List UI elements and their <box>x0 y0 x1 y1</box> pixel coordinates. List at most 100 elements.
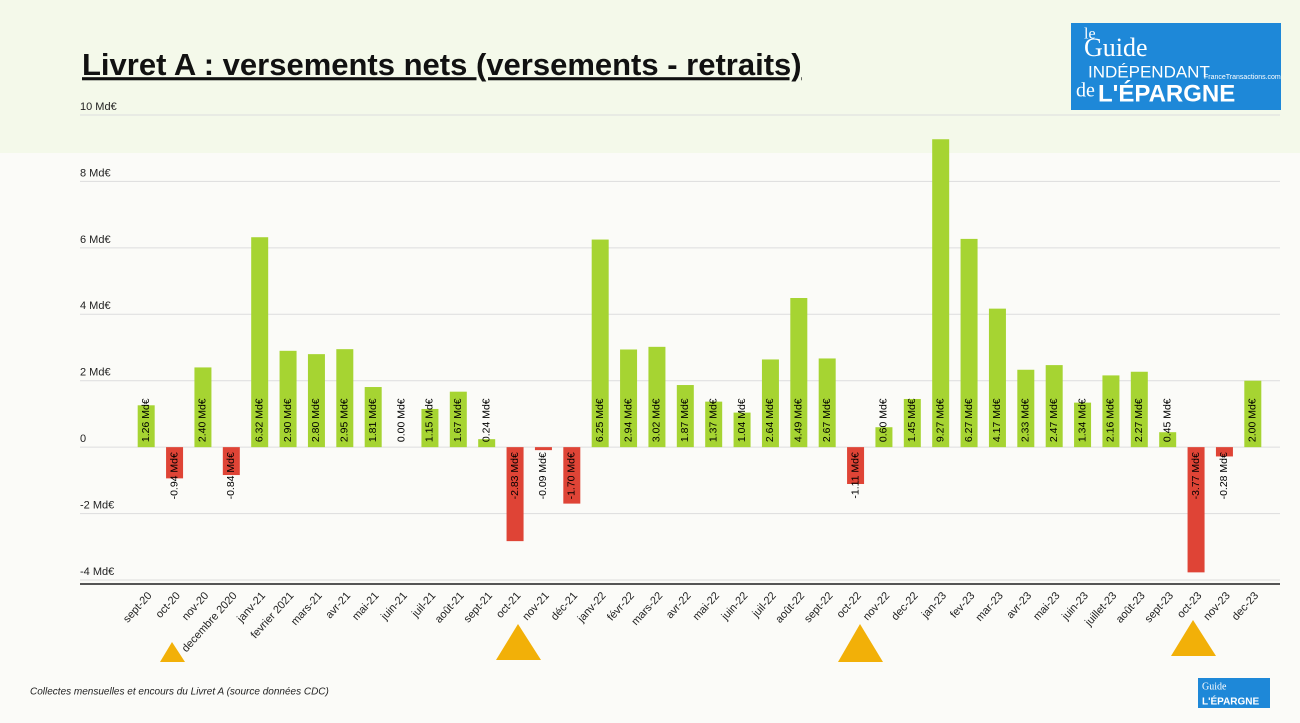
y-tick-label: 0 <box>80 433 86 445</box>
bar <box>336 349 354 448</box>
value-label: 1.34 Md€ <box>1076 398 1088 442</box>
value-label: 1.67 Md€ <box>452 398 464 442</box>
bar <box>251 237 269 448</box>
value-label: 2.95 Md€ <box>339 398 351 442</box>
value-label: 3.02 Md€ <box>651 398 663 442</box>
bar <box>1159 432 1177 448</box>
logo-bg <box>1198 678 1270 708</box>
bar <box>1074 402 1092 448</box>
bar <box>194 367 212 448</box>
logo-text: de <box>1076 80 1095 102</box>
bar <box>563 447 581 504</box>
bar <box>449 391 467 448</box>
value-label: 6.25 Md€ <box>594 398 606 442</box>
value-label: 1.45 Md€ <box>906 398 918 442</box>
y-tick-label: 6 Md€ <box>80 234 111 246</box>
value-label: 2.16 Md€ <box>1105 398 1117 442</box>
footnote: Collectes mensuelles et encours du Livre… <box>30 687 329 698</box>
bar <box>1215 447 1233 457</box>
logo-bg <box>1071 23 1281 110</box>
y-tick-label: -4 Md€ <box>80 566 114 578</box>
value-label: -0.94 Md€ <box>168 452 180 499</box>
bar <box>790 298 808 448</box>
bar <box>1045 365 1063 448</box>
bar <box>364 387 382 448</box>
bar <box>761 359 779 448</box>
bar <box>506 447 524 542</box>
logo-text: L'ÉPARGNE <box>1098 79 1235 107</box>
value-label: 6.27 Md€ <box>963 398 975 442</box>
y-tick-label: 2 Md€ <box>80 367 111 379</box>
y-tick-label: 8 Md€ <box>80 167 111 179</box>
bar <box>166 447 184 479</box>
bar <box>847 447 865 485</box>
logo-text: FranceTransactions.com <box>1204 74 1281 81</box>
y-tick-label: -2 Md€ <box>80 499 114 511</box>
value-label: 2.33 Md€ <box>1020 398 1032 442</box>
value-label: -0.28 Md€ <box>1218 452 1230 499</box>
value-label: -2.83 Md€ <box>509 452 521 499</box>
logo-text: le <box>1084 26 1096 43</box>
value-label: 0.24 Md€ <box>480 398 492 442</box>
value-label: 2.64 Md€ <box>764 398 776 442</box>
value-label: 6.32 Md€ <box>253 398 265 442</box>
value-label: 0.45 Md€ <box>1161 398 1173 442</box>
bar <box>1102 375 1120 448</box>
value-label: 2.90 Md€ <box>282 398 294 442</box>
value-label: 1.26 Md€ <box>140 398 152 442</box>
bar <box>932 139 950 448</box>
bar <box>620 349 638 448</box>
bar <box>818 358 836 448</box>
bar <box>705 401 723 448</box>
value-label: 2.94 Md€ <box>622 398 634 442</box>
bar <box>222 447 240 476</box>
logo-text: Guide <box>1202 681 1227 692</box>
value-label: 4.49 Md€ <box>793 398 805 442</box>
logo-small: Guide L'ÉPARGNE <box>1198 678 1270 708</box>
value-label: 1.37 Md€ <box>707 398 719 442</box>
bar <box>137 405 155 448</box>
bar <box>903 398 921 448</box>
value-label: -3.77 Md€ <box>1190 452 1202 499</box>
value-label: 9.27 Md€ <box>934 398 946 442</box>
value-label: 2.40 Md€ <box>197 398 209 442</box>
bar <box>421 408 439 448</box>
value-label: 2.00 Md€ <box>1247 398 1259 442</box>
bar <box>648 346 666 448</box>
bar <box>988 308 1006 448</box>
value-label: 2.80 Md€ <box>310 398 322 442</box>
y-tick-label: 4 Md€ <box>80 300 111 312</box>
value-label: 1.81 Md€ <box>367 398 379 442</box>
triangle <box>838 624 883 662</box>
bar <box>478 439 496 448</box>
bar <box>279 350 297 448</box>
value-label: 0.00 Md€ <box>395 398 407 442</box>
bar <box>1130 371 1148 448</box>
triangle <box>160 642 185 662</box>
bar <box>591 239 609 448</box>
value-label: -0.84 Md€ <box>225 452 237 499</box>
bar <box>733 412 751 448</box>
logo-text: Guide <box>1084 33 1148 62</box>
value-label: 2.27 Md€ <box>1133 398 1145 442</box>
value-label: 1.87 Md€ <box>679 398 691 442</box>
value-label: 1.15 Md€ <box>424 398 436 442</box>
value-label: 4.17 Md€ <box>991 398 1003 442</box>
bar <box>676 385 694 448</box>
bar <box>534 447 552 451</box>
value-label: 2.67 Md€ <box>821 398 833 442</box>
value-label: -0.09 Md€ <box>537 452 549 499</box>
bar <box>875 427 893 448</box>
y-tick-label: 10 Md€ <box>80 101 117 113</box>
logo-text: INDÉPENDANT <box>1088 62 1210 81</box>
value-label: 1.04 Md€ <box>736 398 748 442</box>
value-label: -1.11 Md€ <box>849 452 861 499</box>
bar <box>307 354 325 448</box>
bar <box>1187 447 1205 573</box>
bar <box>1244 380 1262 448</box>
triangle <box>1171 620 1216 656</box>
value-label: -1.70 Md€ <box>566 452 578 499</box>
value-label: 2.47 Md€ <box>1048 398 1060 442</box>
